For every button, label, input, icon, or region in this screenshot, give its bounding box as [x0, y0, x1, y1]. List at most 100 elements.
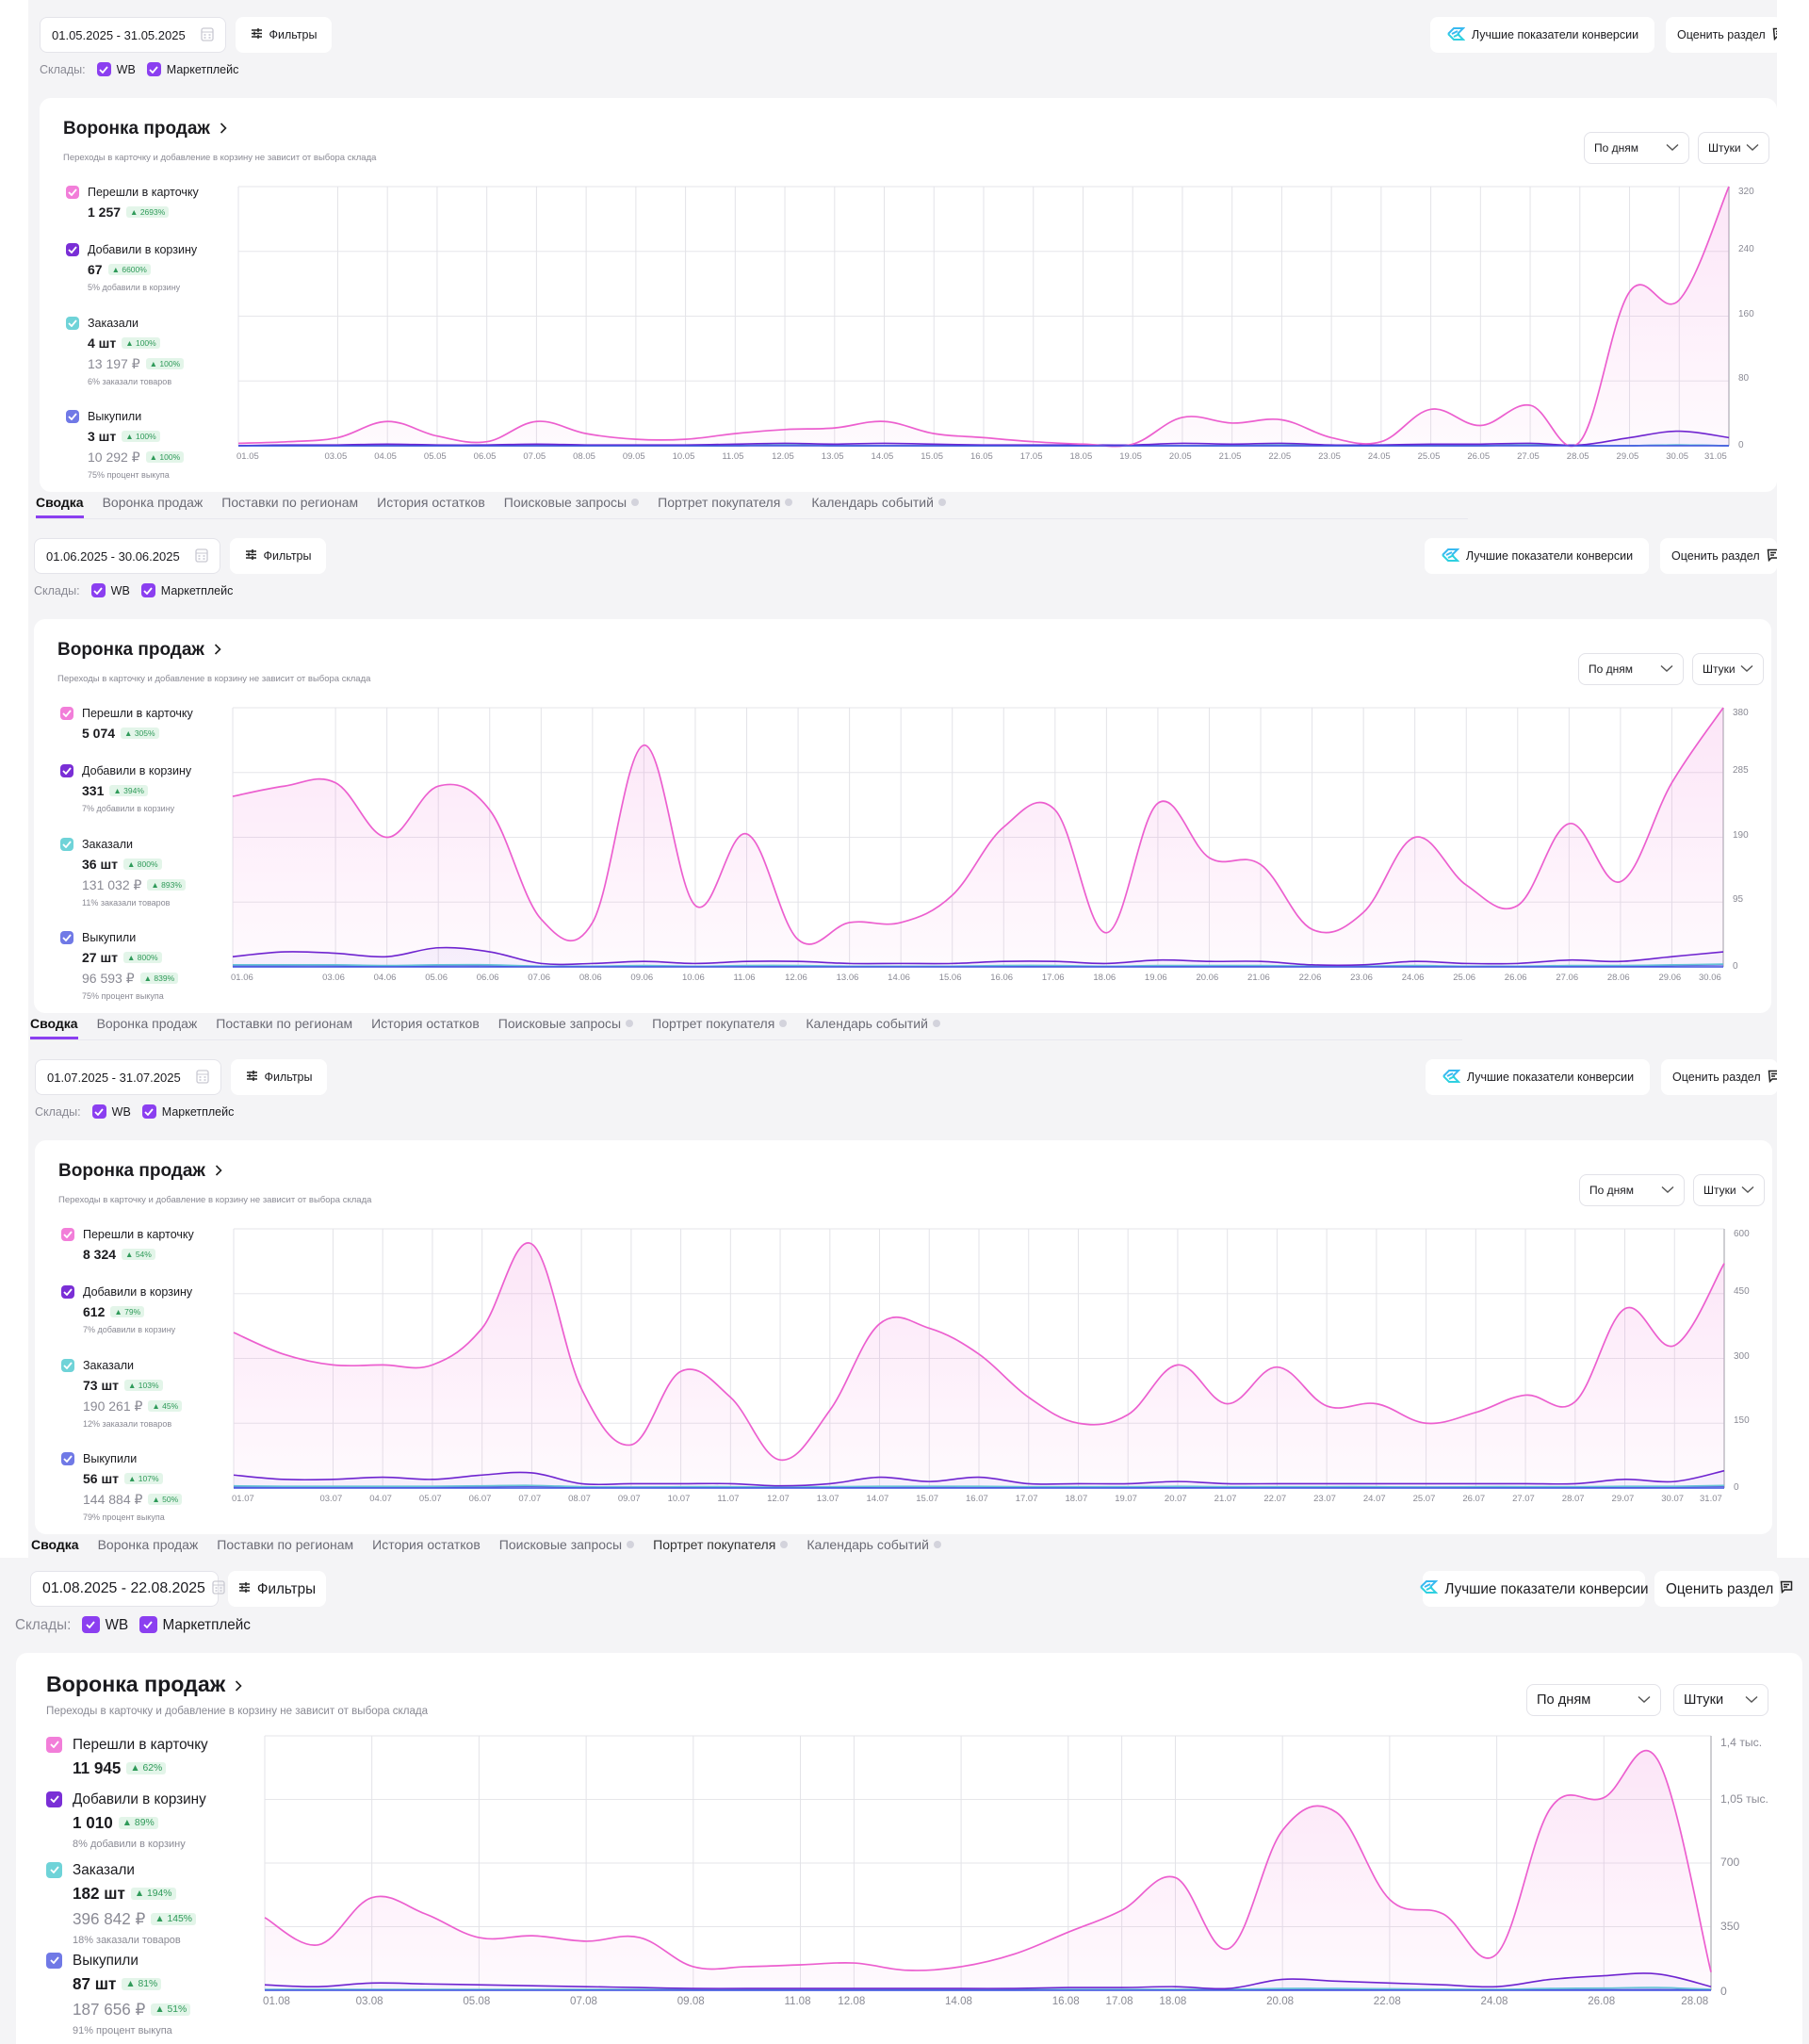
unit-select[interactable]: Штуки [1698, 132, 1769, 164]
card-title-link[interactable]: Воронка продаж [57, 640, 221, 661]
metric-toggle[interactable]: Перешли в карточку [46, 1733, 208, 1756]
metric-toggle[interactable]: Перешли в карточку [61, 1225, 194, 1244]
warehouse-checkbox-wb[interactable]: WB [96, 62, 136, 76]
best-conversion-button[interactable]: Лучшие показатели конверсии [1430, 17, 1654, 53]
tab-item[interactable]: Поставки по регионам [216, 1016, 352, 1039]
checkbox-checked-icon[interactable] [61, 1359, 74, 1372]
best-conversion-button[interactable]: Лучшие показатели конверсии [1425, 538, 1649, 574]
warehouse-checkbox-marketplace[interactable]: Маркетплейс [146, 62, 238, 76]
date-range-picker[interactable]: 01.06.2025 - 30.06.2025 [34, 538, 220, 574]
unit-select[interactable]: Штуки [1673, 1684, 1768, 1716]
metric-toggle[interactable]: Выкупили [60, 928, 178, 947]
checkbox-checked-icon[interactable] [46, 1861, 63, 1878]
card-title-link[interactable]: Воронка продаж [58, 1161, 222, 1182]
tab-item[interactable]: Поисковые запросы [499, 1537, 635, 1561]
metric-toggle[interactable]: Заказали [60, 835, 186, 854]
warehouse-checkbox-marketplace[interactable]: Маркетплейс [139, 1616, 251, 1634]
checkbox-checked-icon[interactable] [61, 1452, 74, 1465]
warehouse-checkbox-marketplace[interactable]: Маркетплейс [140, 583, 233, 597]
metric-toggle[interactable]: Добавили в корзину [60, 761, 191, 780]
metric-toggle[interactable]: Добавили в корзину [46, 1788, 206, 1810]
tab-item[interactable]: Поисковые запросы [498, 1016, 634, 1039]
tab-item[interactable]: Календарь событий [807, 1537, 941, 1561]
warehouse-checkbox-wb[interactable]: WB [91, 1104, 131, 1119]
period-select[interactable]: По дням [1584, 132, 1689, 164]
best-conversion-button[interactable]: Лучшие показатели конверсии [1420, 1571, 1649, 1607]
card-title-link[interactable]: Воронка продаж [63, 119, 227, 139]
checkbox-checked-icon[interactable] [140, 583, 155, 597]
checkbox-checked-icon[interactable] [61, 1285, 74, 1299]
tab-item[interactable]: Сводка [30, 1016, 78, 1039]
tab-item[interactable]: Воронка продаж [98, 1537, 199, 1561]
checkbox-checked-icon[interactable] [46, 1736, 63, 1753]
chevron-right-icon [214, 640, 221, 661]
unit-select[interactable]: Штуки [1693, 1174, 1765, 1206]
checkbox-checked-icon[interactable] [66, 410, 79, 423]
rate-section-button[interactable]: Оценить раздел [1666, 17, 1777, 53]
metric-toggle[interactable]: Заказали [66, 314, 184, 333]
checkbox-checked-icon[interactable] [61, 1228, 74, 1241]
checkbox-checked-icon[interactable] [90, 583, 106, 597]
date-range-picker[interactable]: 01.08.2025 - 22.08.2025 [30, 1571, 225, 1607]
tab-item[interactable]: История остатков [371, 1016, 480, 1039]
checkbox-checked-icon[interactable] [60, 931, 73, 944]
filters-button[interactable]: Фильтры [230, 538, 326, 574]
warehouse-checkbox-wb[interactable]: WB [90, 583, 130, 597]
rate-section-button[interactable]: Оценить раздел [1661, 1059, 1777, 1095]
metric-toggle[interactable]: Выкупили [66, 407, 184, 426]
metric-label: Перешли в карточку [88, 186, 199, 199]
tab-item[interactable]: Поставки по регионам [217, 1537, 353, 1561]
metric-toggle[interactable]: Выкупили [46, 1949, 190, 1971]
best-conversion-button[interactable]: Лучшие показатели конверсии [1426, 1059, 1650, 1095]
metric-toggle[interactable]: Перешли в карточку [66, 183, 199, 202]
tab-item[interactable]: Поисковые запросы [504, 495, 640, 518]
warehouse-checkbox-marketplace[interactable]: Маркетплейс [141, 1104, 234, 1119]
metric-label: Добавили в корзину [82, 764, 192, 777]
period-select[interactable]: По дням [1526, 1684, 1661, 1716]
unit-select[interactable]: Штуки [1692, 653, 1764, 685]
rate-section-button[interactable]: Оценить раздел [1654, 1571, 1793, 1607]
tab-item[interactable]: История остатков [372, 1537, 481, 1561]
tab-item[interactable]: Поставки по регионам [221, 495, 358, 518]
metric-toggle[interactable]: Добавили в корзину [61, 1283, 192, 1301]
tab-item[interactable]: Воронка продаж [103, 495, 204, 518]
checkbox-checked-icon[interactable] [66, 317, 79, 330]
period-select[interactable]: По дням [1579, 1174, 1685, 1206]
checkbox-checked-icon[interactable] [66, 186, 79, 199]
checkbox-checked-icon[interactable] [82, 1616, 100, 1634]
period-select[interactable]: По дням [1578, 653, 1684, 685]
metric-toggle[interactable]: Заказали [46, 1858, 196, 1881]
metric-toggle[interactable]: Добавили в корзину [66, 240, 197, 259]
metric-toggle[interactable]: Перешли в карточку [60, 704, 193, 723]
tab-item[interactable]: Календарь событий [806, 1016, 940, 1039]
checkbox-checked-icon[interactable] [91, 1104, 106, 1119]
checkbox-checked-icon[interactable] [96, 62, 111, 76]
checkbox-checked-icon[interactable] [60, 764, 73, 777]
date-range-picker[interactable]: 01.05.2025 - 31.05.2025 [40, 17, 226, 53]
rate-section-button[interactable]: Оценить раздел [1660, 538, 1777, 574]
tab-item[interactable]: Портрет покупателя [652, 1016, 788, 1039]
checkbox-checked-icon[interactable] [46, 1952, 63, 1969]
filters-button[interactable]: Фильтры [231, 1059, 327, 1095]
date-range-picker[interactable]: 01.07.2025 - 31.07.2025 [35, 1059, 221, 1095]
checkbox-checked-icon[interactable] [60, 707, 73, 720]
filters-button[interactable]: Фильтры [228, 1571, 326, 1607]
metric-toggle[interactable]: Заказали [61, 1356, 182, 1375]
tab-item[interactable]: Портрет покупателя [658, 495, 793, 518]
tab-item[interactable]: История остатков [377, 495, 485, 518]
metric-value-row: 182 шт ▲ 194% [46, 1881, 196, 1906]
tab-item[interactable]: Сводка [36, 495, 84, 518]
filters-button[interactable]: Фильтры [236, 17, 332, 53]
tab-item[interactable]: Воронка продаж [97, 1016, 198, 1039]
checkbox-checked-icon[interactable] [139, 1616, 157, 1634]
x-tick-label: 19.05 [1119, 451, 1142, 462]
checkbox-checked-icon[interactable] [66, 243, 79, 256]
metric-toggle[interactable]: Выкупили [61, 1449, 182, 1468]
tab-item[interactable]: Календарь событий [811, 495, 946, 518]
warehouse-checkbox-wb[interactable]: WB [82, 1616, 128, 1634]
checkbox-checked-icon[interactable] [146, 62, 161, 76]
checkbox-checked-icon[interactable] [46, 1791, 63, 1807]
card-title-link[interactable]: Воронка продаж [46, 1672, 242, 1697]
checkbox-checked-icon[interactable] [60, 838, 73, 851]
checkbox-checked-icon[interactable] [141, 1104, 156, 1119]
